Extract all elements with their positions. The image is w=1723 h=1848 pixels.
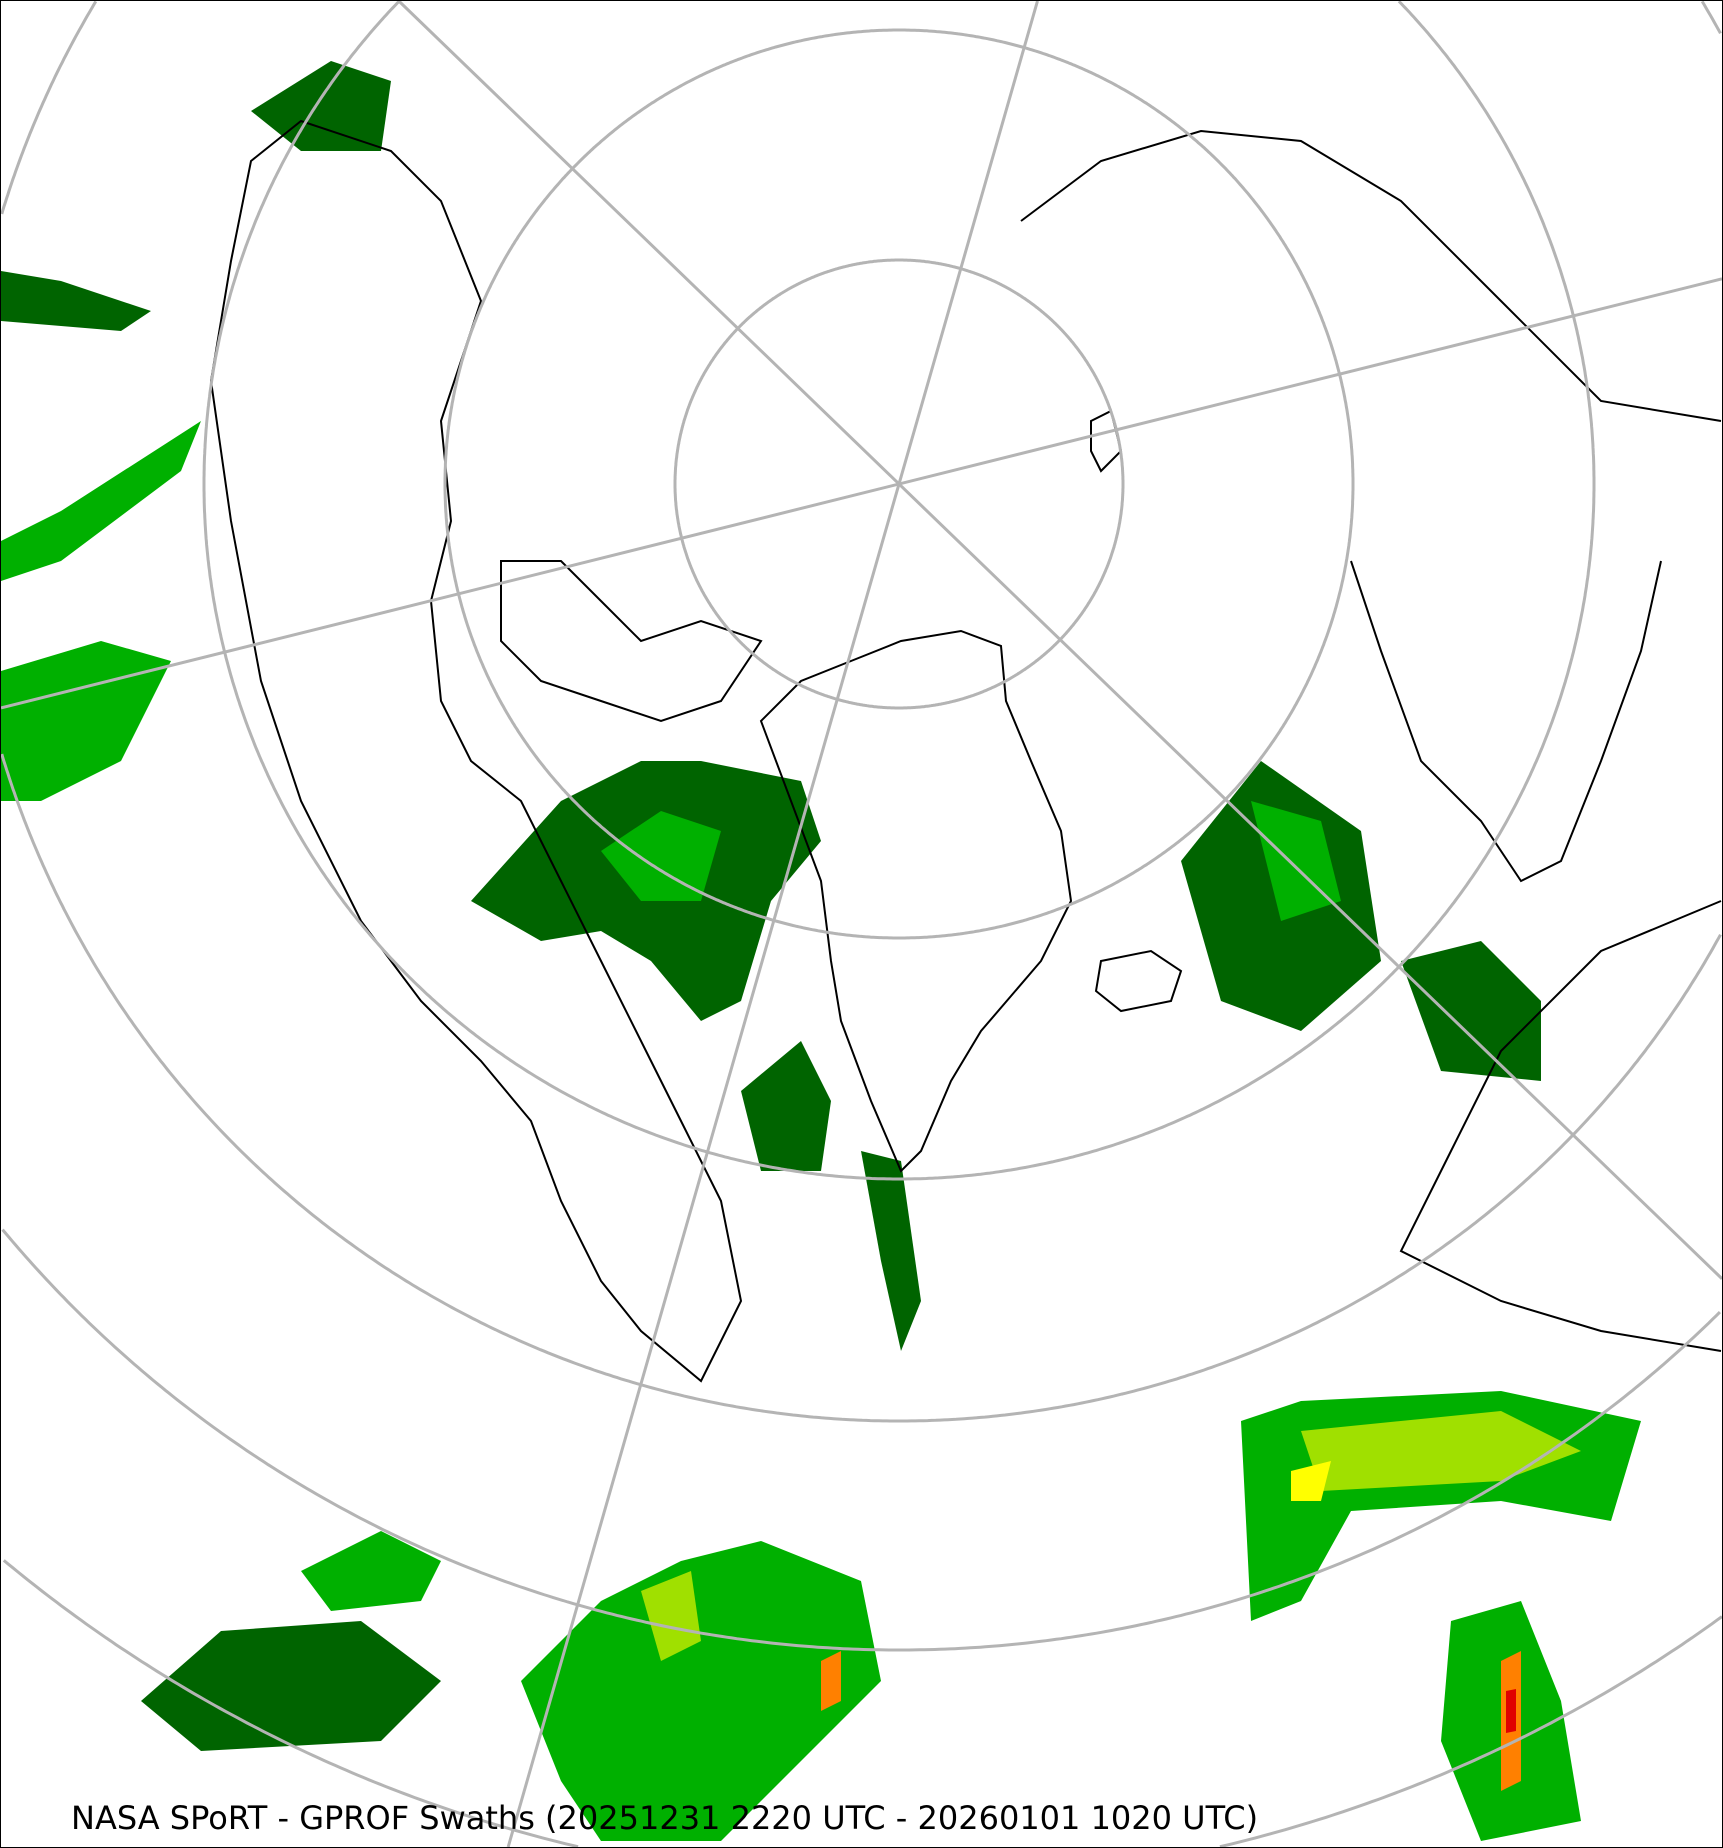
latitude-circle [443, 28, 1355, 940]
canadian-archipelago [500, 560, 763, 723]
coastlines [209, 119, 1722, 1383]
latitude-circle [673, 258, 1125, 710]
precip-area-moderate [521, 1541, 881, 1841]
latitude-circle [1, 1228, 1721, 1652]
precip-area-light [741, 1041, 831, 1171]
svalbard [1090, 409, 1123, 473]
meridian-line [397, 1, 1722, 1280]
meridian-line [506, 1, 1039, 1847]
precip-area-moderate [1, 421, 201, 581]
north-america-coast [209, 119, 743, 1383]
precip-area-light [1, 271, 151, 331]
meridian-line [1, 277, 1722, 710]
precip-area-intense [821, 1651, 841, 1711]
precip-area-heavier [1291, 1461, 1331, 1501]
precip-area-moderate [601, 811, 721, 901]
precip-area-light [1401, 941, 1541, 1081]
precip-area-heavy [1301, 1411, 1581, 1491]
precip-area-moderate [1, 641, 171, 801]
precip-area-light [251, 61, 391, 151]
latitude-circle [1, 1, 1722, 1423]
latitude-circle [202, 1, 1596, 1181]
precip-area-extreme [1506, 1689, 1516, 1733]
precip-area-moderate [301, 1531, 441, 1611]
precip-area-light [861, 1151, 921, 1351]
precipitation-swaths [1, 61, 1641, 1841]
eurasia-coast [1020, 129, 1722, 1352]
latitude-circle [2, 1559, 1722, 1847]
map-caption: NASA SPoRT - GPROF Swaths (20251231 2220… [71, 1799, 1259, 1837]
precip-area-light [141, 1621, 441, 1751]
precip-area-heavy [641, 1571, 701, 1661]
iceland [1094, 949, 1183, 1013]
